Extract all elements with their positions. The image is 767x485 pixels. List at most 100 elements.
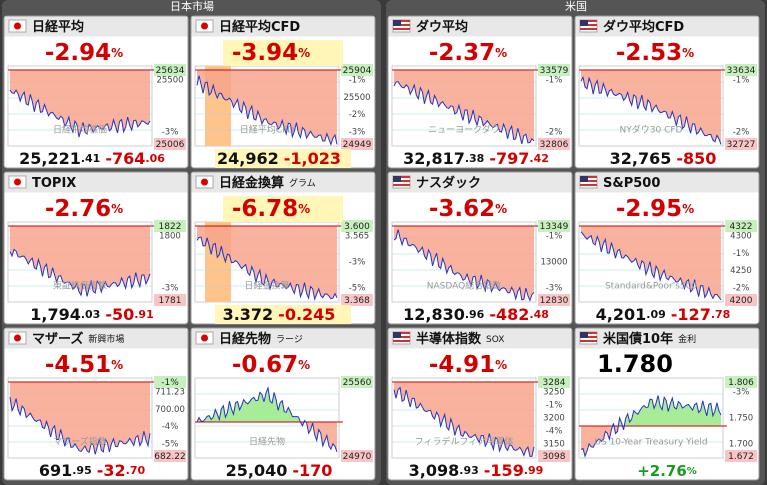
pct: -4.51 [45,352,111,378]
low-box [341,294,373,306]
flag-canton [580,332,588,338]
change: -0.245 [278,305,335,324]
loss-area [394,382,534,457]
low-box [725,138,757,150]
pct: -2.76 [45,196,111,222]
watermark: 日経平均CFD [240,124,294,136]
high-label: -1% [161,378,179,388]
flag-dot [201,334,208,342]
low-box [538,138,570,150]
pct-unit: % [298,358,310,372]
price-dec: .09 [646,308,666,321]
name: マザーズ [32,331,83,347]
price-line [580,395,722,458]
loss-area [197,226,337,300]
price-dec: .41 [81,152,101,165]
change-pct: -2.94% [45,40,123,66]
change-pct: -2.37% [429,40,507,66]
tile-name: TOPIX [32,176,76,191]
scale-label: -3% [349,258,366,268]
scale-label: -3% [546,284,563,294]
change: -50 [105,305,134,324]
scale-label: -3% [733,388,750,398]
change-pct: -4.91% [429,352,507,378]
scale-label: 1.700 [729,440,753,450]
flag-stripe [580,340,597,342]
scale-label: 3200 [543,414,565,424]
watermark: ニューヨークダウ [428,124,500,136]
tile-name: S&P500 [603,176,660,191]
panel-title: 米国 [565,0,587,13]
name: 半導体指数 [416,331,482,347]
low-box [154,450,186,462]
pct-unit: % [111,358,123,372]
tile: ナスダック NASDAQ総合指数 13349 12830 -1% 13000 -3% -3.6… [387,171,573,325]
price-row: 25,040 -170 [226,461,333,480]
watermark: 日経平均株価 [53,124,107,136]
scale-label: 3250 [543,388,565,398]
name: S&P500 [603,176,660,191]
flag-stripe [580,24,597,26]
low-label: 1.672 [728,452,754,462]
tile-header [191,16,375,37]
price-line [9,248,151,297]
pct: +2.76 [637,462,687,480]
flag-dot [14,334,21,342]
loss-area [10,226,150,297]
loss-area [197,70,337,145]
low-label: 32727 [727,140,756,150]
pct-unit: % [495,46,507,60]
change-pct: -2.95% [616,196,694,222]
high-label: 1822 [159,222,182,232]
price-row: 691.95 -32.70 [39,461,146,480]
pct: -0.67 [232,352,298,378]
scale-label: -1% [546,232,563,242]
price-dec: .38 [465,152,485,165]
price-row: 4,201.09 -127.78 [596,305,731,324]
tile-header [4,328,188,349]
flag-stripe [393,332,410,334]
price-line [196,385,338,453]
pct: -6.78 [232,196,298,222]
price-row: 32,817.38 -797.42 [403,149,549,168]
tile-header [575,16,759,37]
price-highlight [215,149,351,168]
tile: 米国債10年 金利 US 10-Year Treasury Yield 1.806 1.… [574,327,760,481]
watermark: US 10-Year Treasury Yield [594,438,707,448]
price: 3.372 [223,305,274,324]
loss-area [197,422,337,453]
low-box [341,138,373,150]
low-label: 32806 [540,140,569,150]
tile-name: 日経先物 ラージ [219,331,303,347]
low-box [725,294,757,306]
change-pct: -2.53% [616,40,694,66]
pct-unit: % [687,466,697,477]
price-line [196,236,338,301]
high-box [725,376,757,388]
tile-name: 米国債10年 金利 [603,331,696,347]
change: -127 [671,305,711,324]
scale-label: -2% [733,128,750,138]
tile-header [575,328,759,349]
high-box [341,64,373,76]
flag-stripe [580,176,597,178]
low-label: 12830 [540,296,569,306]
tile-name: ナスダック [416,175,481,191]
flag-canton [393,332,401,338]
flag-stripe [393,340,410,342]
loss-area [581,426,721,457]
name: 日経金換算 [219,175,284,191]
price-line [393,386,535,457]
name: ナスダック [416,175,481,191]
price-line [393,229,535,302]
change: -482 [489,305,529,324]
loss-area [10,382,150,455]
change-pct: -6.78% [232,196,310,222]
change: -764 [105,149,145,168]
pct: -4.91 [429,352,495,378]
change: -159 [484,461,524,480]
high-box [154,220,186,232]
flag-stripe [393,28,410,30]
